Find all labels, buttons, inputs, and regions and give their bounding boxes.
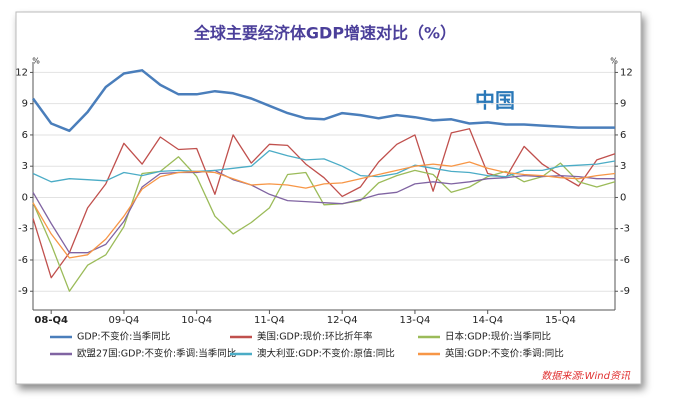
- annotation: 中国: [475, 89, 515, 113]
- legend-label: 欧盟27国:GDP:不变价:季调:当季同比: [77, 348, 236, 360]
- x-tick-label: 08-Q4: [34, 315, 68, 326]
- series-line: [32, 128, 616, 279]
- x-tick-label: 14-Q4: [472, 315, 503, 326]
- x-tick-label: 10-Q4: [181, 315, 212, 326]
- y2-unit: %: [610, 57, 618, 66]
- series-line: [31, 69, 615, 133]
- y-unit: %: [32, 57, 40, 66]
- y2-tick-label: 12: [620, 67, 633, 78]
- legend-label: 澳大利亚:GDP:不变价:原值:同比: [257, 348, 395, 360]
- y2-tick-label: -3: [620, 224, 630, 235]
- y-tick-label: 12: [15, 67, 28, 78]
- x-tick-label: 09-Q4: [108, 315, 139, 326]
- y-tick-label: 3: [22, 161, 28, 172]
- legend-label: 日本:GDP:现价:当季同比: [445, 331, 551, 343]
- legend-label: 美国:GDP:现价:环比折年率: [257, 331, 373, 343]
- x-tick-label: 15-Q4: [545, 315, 576, 326]
- y2-tick-label: 9: [620, 99, 626, 110]
- source: 数据来源:Wind资讯: [541, 370, 631, 382]
- frame: [15, 11, 642, 385]
- series-line: [32, 169, 615, 254]
- series-line: [32, 149, 616, 183]
- legend-label: 英国:GDP:不变价:季调:同比: [445, 348, 564, 360]
- x-tick-label: 11-Q4: [254, 315, 285, 326]
- series-line: [32, 161, 616, 259]
- y2-tick-label: 3: [620, 161, 626, 172]
- y-tick-label: 9: [22, 99, 28, 110]
- chart-title: 全球主要经济体GDP增速对比（%）: [193, 24, 456, 43]
- y2-tick-label: 6: [620, 130, 626, 141]
- y-tick-label: -6: [18, 255, 28, 266]
- x-tick-label: 12-Q4: [327, 315, 358, 326]
- y2-tick-label: -6: [620, 255, 630, 266]
- y2-tick-label: 0: [620, 192, 626, 203]
- legend-label: GDP:不变价:当季同比: [77, 331, 170, 343]
- y2-tick-label: -9: [620, 286, 630, 297]
- y-tick-label: 0: [22, 192, 28, 203]
- y-tick-label: -9: [18, 286, 28, 297]
- x-tick-label: 13-Q4: [399, 315, 430, 326]
- y-tick-label: -3: [18, 224, 28, 235]
- y-tick-label: 6: [22, 130, 28, 141]
